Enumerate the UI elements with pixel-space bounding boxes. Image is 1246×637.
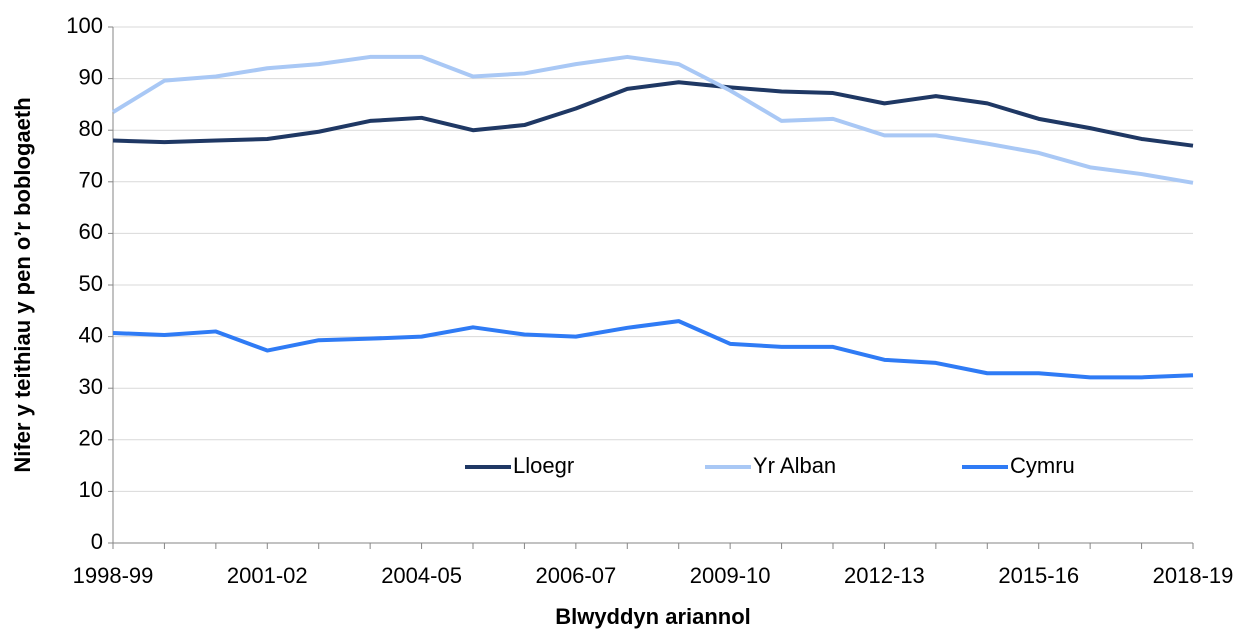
x-tick-label: 2015-16 bbox=[998, 563, 1079, 588]
y-tick-label: 30 bbox=[79, 374, 103, 399]
y-tick-label: 40 bbox=[79, 322, 103, 347]
y-tick-label: 100 bbox=[66, 13, 103, 38]
x-tick-label: 2004-05 bbox=[381, 563, 462, 588]
legend-label: Lloegr bbox=[513, 453, 574, 478]
legend-label: Cymru bbox=[1010, 453, 1075, 478]
x-axis-title: Blwyddyn ariannol bbox=[555, 604, 751, 629]
y-axis-title: Nifer y teithiau y pen o’r boblogaeth bbox=[10, 97, 35, 472]
y-tick-label: 70 bbox=[79, 168, 103, 193]
series-line bbox=[112, 319, 1194, 380]
y-tick-label: 60 bbox=[79, 219, 103, 244]
y-tick-label: 10 bbox=[79, 477, 103, 502]
series-line bbox=[112, 80, 1194, 148]
x-tick-label: 2006-07 bbox=[535, 563, 616, 588]
x-tick-label: 1998-99 bbox=[73, 563, 154, 588]
y-tick-label: 50 bbox=[79, 271, 103, 296]
y-tick-label: 90 bbox=[79, 64, 103, 89]
x-tick-label: 2012-13 bbox=[844, 563, 925, 588]
y-tick-label: 0 bbox=[91, 529, 103, 554]
y-tick-label: 80 bbox=[79, 116, 103, 141]
y-tick-label: 20 bbox=[79, 426, 103, 451]
x-tick-label: 2018-19 bbox=[1153, 563, 1234, 588]
x-tick-label: 2001-02 bbox=[227, 563, 308, 588]
legend-label: Yr Alban bbox=[753, 453, 836, 478]
x-tick-label: 2009-10 bbox=[690, 563, 771, 588]
series-line bbox=[111, 54, 1194, 185]
